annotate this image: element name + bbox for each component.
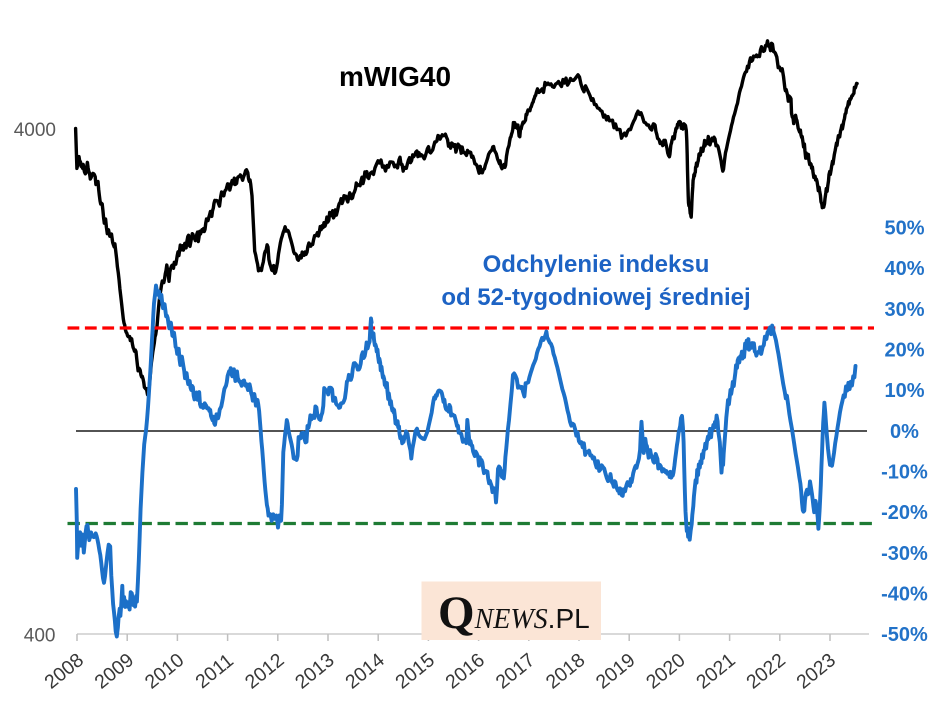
svg-text:10%: 10% <box>884 380 924 402</box>
svg-text:Odchylenie indeksu: Odchylenie indeksu <box>483 251 710 278</box>
svg-text:-40%: -40% <box>881 584 928 606</box>
svg-text:-30%: -30% <box>881 543 928 565</box>
svg-text:30%: 30% <box>884 299 924 321</box>
svg-text:400: 400 <box>24 626 56 647</box>
svg-text:4000: 4000 <box>14 120 56 141</box>
svg-text:20%: 20% <box>884 339 924 361</box>
svg-text:mWIG40: mWIG40 <box>339 61 451 92</box>
svg-text:40%: 40% <box>884 258 924 280</box>
svg-text:od 52-tygodniowej średniej: od 52-tygodniowej średniej <box>441 284 750 311</box>
svg-text:50%: 50% <box>884 217 924 239</box>
svg-text:-10%: -10% <box>881 462 928 484</box>
svg-text:0%: 0% <box>890 421 919 443</box>
svg-text:-20%: -20% <box>881 502 928 524</box>
svg-text:-50%: -50% <box>881 624 928 646</box>
svg-text:QNEWS.PL: QNEWS.PL <box>438 587 590 639</box>
